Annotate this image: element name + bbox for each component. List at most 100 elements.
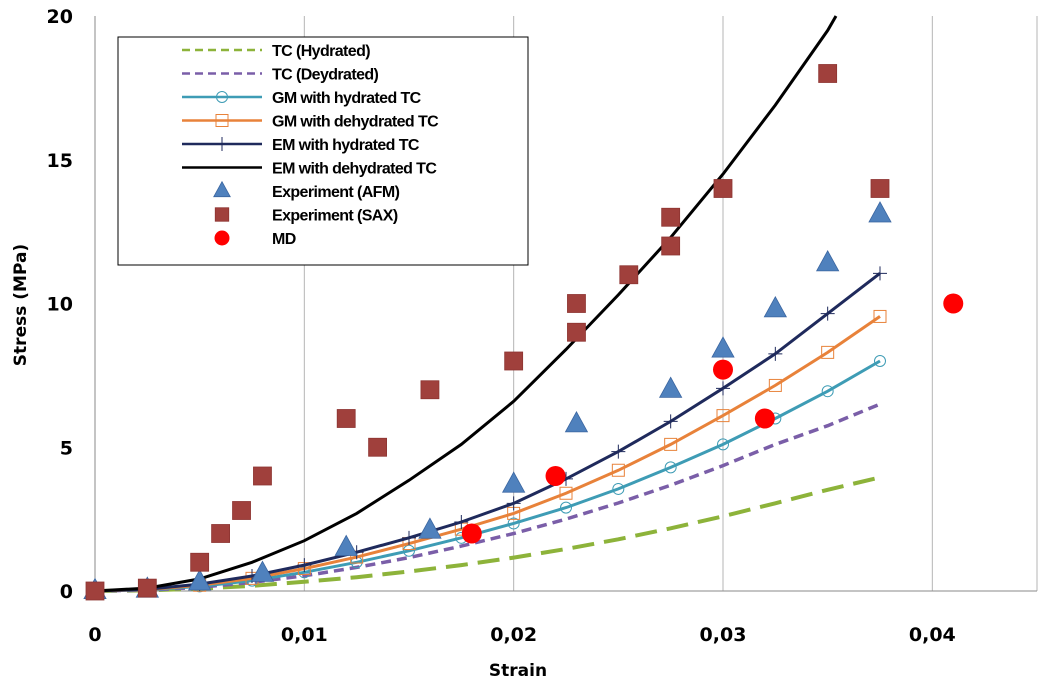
data-point-square [873,309,887,323]
data-point-square [190,552,210,572]
data-point-square [664,437,678,451]
series-line [94,315,881,593]
data-point-square [713,179,733,198]
data-point-circle [214,230,230,246]
y-tick-label: 10 [47,294,73,316]
axes [94,16,1037,592]
data-point-square [368,437,388,457]
data-point-triangle [815,250,840,272]
y-tick-label: 15 [47,150,73,172]
legend-item: EM with hydrated TC [182,137,420,154]
data-point-circle [507,517,520,530]
data-point-circle [821,385,834,398]
data-point-triangle [418,517,442,539]
x-tick-label: 0,04 [909,624,956,646]
data-point-square [716,409,730,423]
data-point-plus [215,137,229,151]
legend-item: TC (Deydrated) [182,67,379,84]
legend-label: EM with dehydrated TC [272,161,437,178]
data-point-triangle [213,180,231,198]
x-tick-label: 0,03 [700,624,747,646]
data-point-square [611,463,625,477]
data-point-triangle [711,336,735,358]
data-point-circle [874,355,886,367]
data-point-circle [403,544,415,557]
legend-item: Experiment (AFM) [213,180,400,201]
data-point-square [214,207,230,222]
data-point-circle [717,438,729,451]
series-line [94,359,881,593]
data-point-circle [545,466,566,486]
data-point-triangle [334,534,358,556]
x-tick-labels: 0 0,01 0,02 0,03 0,04 [88,624,955,646]
y-tick-labels: 0 5 10 15 20 [47,6,73,603]
data-point-plus [506,496,521,511]
legend-label: GM with dehydrated TC [272,114,439,131]
data-point-square [253,466,272,486]
y-tick-label: 0 [60,581,73,603]
legend-box [117,36,529,266]
legend-label: TC (Hydrated) [272,43,370,60]
series-em-with-dehydrated-tc [94,15,838,593]
data-point-square [661,207,681,227]
legend-label: Experiment (AFM) [272,184,400,201]
legend-item: Experiment (SAX) [214,207,398,225]
data-point-square [85,581,105,601]
data-point-triangle [501,471,526,493]
data-point-square [211,524,231,543]
data-point-plus [873,266,887,281]
data-point-triangle [763,296,788,318]
legend-item: GM with dehydrated TC [182,114,440,131]
data-point-square [821,345,835,359]
x-tick-label: 0,02 [490,624,537,646]
legend-label: Experiment (SAX) [272,208,398,225]
data-point-square [818,64,838,83]
legend-label: MD [272,231,296,248]
legend-item: MD [214,230,296,248]
data-point-circle [560,501,572,514]
data-point-plus [611,444,626,459]
data-point-plus [716,381,730,396]
legend-label: GM with hydrated TC [272,90,422,107]
data-point-circle [461,523,482,544]
series-line [94,272,881,593]
data-point-plus [663,414,678,429]
legend-item: EM with dehydrated TC [182,161,438,178]
series-line [94,15,838,593]
data-point-circle [664,461,677,474]
series-tc-hydrated [94,475,881,593]
data-point-plus [768,346,783,361]
data-point-triangle [187,569,212,591]
data-point-square [567,294,586,313]
data-point-square [215,114,229,127]
data-point-triangle [658,376,683,398]
data-point-square [559,486,573,500]
legend-label: TC (Deydrated) [272,67,379,84]
legend-item: GM with hydrated TC [182,90,422,107]
y-tick-label: 20 [47,6,73,28]
data-point-square [567,322,586,342]
data-point-plus [402,530,416,545]
data-point-triangle [250,560,275,582]
y-axis-title: Stress (MPa) [11,244,31,366]
series-experiment-sax [85,64,890,601]
series-line [94,475,881,593]
data-point-square [504,351,524,371]
data-point-plus [454,515,469,529]
data-point-circle [612,482,625,495]
data-point-square [870,179,890,198]
legend-label: EM with hydrated TC [272,137,420,154]
series-md [461,293,964,544]
data-point-square [232,501,251,520]
x-tick-label: 0 [88,624,101,646]
data-point-square [619,265,639,285]
data-point-triangle [564,411,589,433]
data-point-square [336,409,356,428]
data-point-circle [943,293,964,314]
data-point-circle [754,408,775,429]
x-axis-title: Strain [489,661,547,681]
x-tick-label: 0,01 [281,624,328,646]
data-point-plus [820,306,835,321]
data-point-triangle [868,201,892,223]
